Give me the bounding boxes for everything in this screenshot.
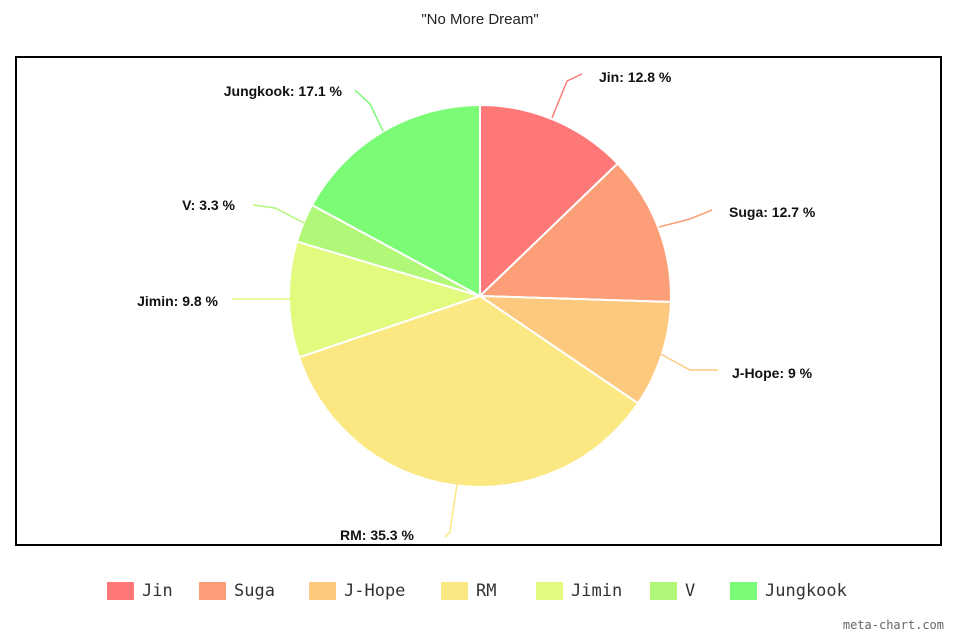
legend-label: Suga: [234, 581, 275, 601]
leader-line-v: [252, 204, 305, 224]
legend-swatch: [441, 582, 468, 600]
slice-label-j-hope: J-Hope: 9 %: [732, 365, 813, 381]
leader-line-jungkook: [354, 89, 384, 132]
legend-swatch: [730, 582, 757, 600]
legend-item-v[interactable]: V: [650, 576, 695, 606]
legend-swatch: [309, 582, 336, 600]
legend-swatch: [107, 582, 134, 600]
legend-item-suga[interactable]: Suga: [199, 576, 275, 606]
legend-swatch: [536, 582, 563, 600]
pie-slice-jungkook[interactable]: [310, 103, 481, 298]
legend-label: RM: [476, 581, 497, 601]
legend-swatch: [650, 582, 677, 600]
slice-label-jungkook: Jungkook: 17.1 %: [224, 83, 343, 99]
legend-item-j-hope[interactable]: J-Hope: [309, 576, 405, 606]
watermark: meta-chart.com: [842, 618, 944, 632]
leader-line-rm: [444, 483, 458, 538]
chart-title: "No More Dream": [421, 11, 539, 28]
legend-label: Jimin: [571, 581, 623, 601]
legend-item-jimin[interactable]: Jimin: [536, 576, 622, 606]
legend-item-jungkook[interactable]: Jungkook: [730, 576, 847, 606]
pie-slice-rm[interactable]: [297, 294, 640, 488]
slice-label-v: V: 3.3 %: [182, 197, 235, 213]
leader-line-suga: [658, 209, 713, 228]
legend-label: J-Hope: [344, 581, 406, 601]
pie-slice-suga[interactable]: [477, 162, 672, 304]
leader-line-jin: [551, 73, 583, 119]
leader-line-j-hope: [656, 351, 718, 371]
slice-label-suga: Suga: 12.7 %: [729, 204, 816, 220]
legend: Jin Suga J-Hope RM Jimin V Jungkook: [0, 576, 960, 606]
slice-label-jin: Jin: 12.8 %: [599, 69, 672, 85]
legend-label: Jin: [142, 581, 173, 601]
pie-slice-jin[interactable]: [479, 103, 619, 299]
slice-label-rm: RM: 35.3 %: [340, 527, 414, 543]
plot-frame: [15, 56, 942, 546]
slice-label-jimin: Jimin: 9.8 %: [137, 293, 218, 309]
legend-label: Jungkook: [765, 581, 847, 601]
legend-item-jin[interactable]: Jin: [107, 576, 173, 606]
legend-item-rm[interactable]: RM: [441, 576, 496, 606]
legend-label: V: [685, 581, 696, 601]
legend-swatch: [199, 582, 226, 600]
